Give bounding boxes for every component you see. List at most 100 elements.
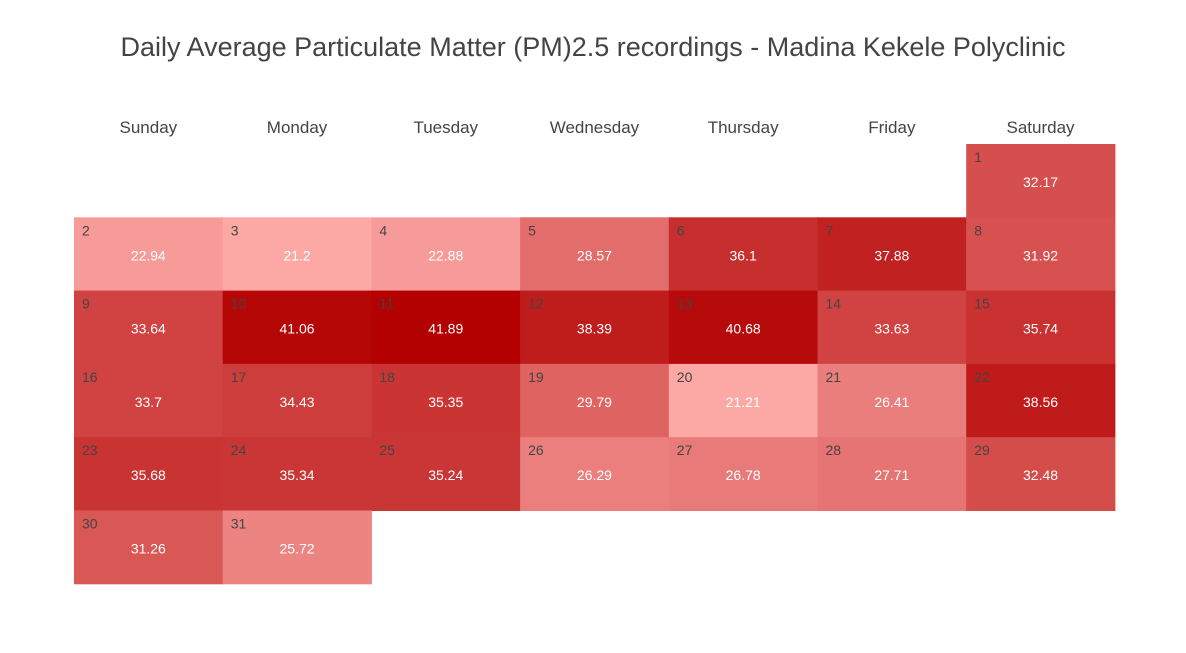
day-value: 37.88 [874,247,909,263]
day-number: 6 [677,222,685,238]
day-value: 35.74 [1023,321,1058,337]
day-cell [520,290,670,365]
day-value: 25.72 [280,541,315,557]
day-cell [817,363,967,438]
day-value: 31.92 [1023,247,1058,263]
day-value: 33.63 [874,321,909,337]
day-cell [966,437,1116,511]
day-cell [966,144,1116,218]
day-value: 38.56 [1023,394,1058,410]
day-number: 18 [379,369,395,385]
day-number: 3 [231,222,239,238]
weekday-label: Friday [868,118,916,137]
day-cell [371,437,521,511]
day-value: 32.48 [1023,467,1058,483]
day-cell [520,363,670,438]
day-number: 14 [826,296,842,312]
day-number: 21 [826,369,842,385]
day-value: 32.17 [1023,174,1058,190]
day-cell [222,437,372,511]
day-cell [668,363,818,438]
day-cell [371,290,521,365]
day-value: 27.71 [874,467,909,483]
day-cell [222,217,372,292]
weekday-label: Sunday [120,118,178,137]
day-value: 21.21 [726,394,761,410]
day-value: 33.7 [135,394,162,410]
day-value: 26.41 [874,394,909,410]
day-cell [222,363,372,438]
day-cell [74,290,224,365]
day-value: 22.88 [428,247,463,263]
day-number: 19 [528,369,544,385]
weekday-label: Saturday [1007,118,1076,137]
day-number: 26 [528,442,544,458]
day-value: 35.35 [428,394,463,410]
day-number: 2 [82,222,90,238]
day-number: 24 [231,442,247,458]
day-cell [817,290,967,365]
day-cell [74,363,224,438]
day-number: 11 [379,296,394,312]
day-number: 22 [974,369,990,385]
day-cell [966,217,1116,292]
weekday-label: Wednesday [550,118,640,137]
day-number: 4 [379,222,387,238]
day-cell [520,437,670,511]
day-number: 28 [826,442,842,458]
day-number: 8 [974,222,982,238]
day-number: 15 [974,296,990,312]
day-number: 23 [82,442,98,458]
day-number: 29 [974,442,990,458]
day-cell [668,437,818,511]
day-number: 5 [528,222,536,238]
day-cell [817,217,967,292]
day-value: 40.68 [726,321,761,337]
day-value: 35.68 [131,467,166,483]
day-number: 10 [231,296,247,312]
day-value: 31.26 [131,541,166,557]
day-number: 13 [677,296,693,312]
day-value: 35.34 [280,467,315,483]
day-number: 17 [231,369,247,385]
day-cell [74,217,224,292]
day-cell [668,217,818,292]
day-value: 34.43 [280,394,315,410]
day-value: 41.89 [428,321,463,337]
day-value: 29.79 [577,394,612,410]
chart-title: Daily Average Particulate Matter (PM)2.5… [120,32,1066,62]
weekday-label: Thursday [708,118,779,137]
day-number: 7 [826,222,834,238]
day-number: 20 [677,369,693,385]
day-number: 30 [82,516,98,532]
day-value: 33.64 [131,321,166,337]
weekday-label: Tuesday [413,118,478,137]
day-value: 35.24 [428,467,463,483]
day-number: 25 [379,442,395,458]
day-number: 31 [231,516,247,532]
day-cell [371,363,521,438]
day-number: 9 [82,296,90,312]
day-cell [966,363,1116,438]
day-cell [74,437,224,511]
day-cell [222,510,372,585]
day-cell [668,290,818,365]
day-cell [520,217,670,292]
day-cell [966,290,1116,365]
day-number: 12 [528,296,544,312]
day-cell [222,290,372,365]
day-value: 41.06 [280,321,315,337]
day-number: 16 [82,369,98,385]
day-number: 1 [974,149,982,165]
day-value: 38.39 [577,321,612,337]
weekday-label: Monday [267,118,328,137]
day-cell [817,437,967,511]
day-number: 27 [677,442,693,458]
day-cell [371,217,521,292]
day-value: 26.78 [726,467,761,483]
day-value: 22.94 [131,247,166,263]
day-cell [74,510,224,585]
day-value: 21.2 [283,247,310,263]
day-value: 26.29 [577,467,612,483]
